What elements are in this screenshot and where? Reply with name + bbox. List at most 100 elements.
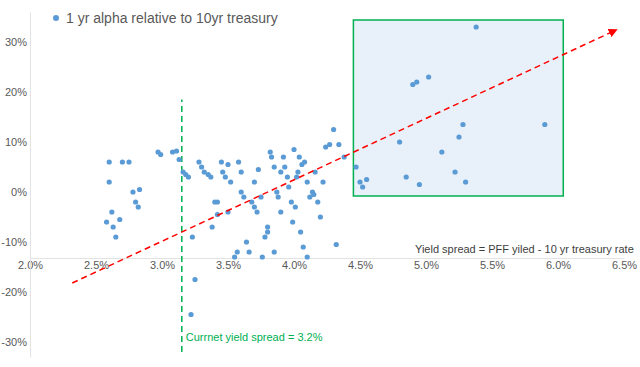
- point: [244, 239, 249, 244]
- y-tick-label: 30%: [5, 36, 27, 48]
- point: [247, 249, 252, 254]
- x-tick: 2.5%: [84, 258, 109, 271]
- point: [268, 149, 273, 154]
- point: [320, 179, 325, 184]
- point: [282, 164, 287, 169]
- x-tick: 4.5%: [348, 258, 373, 271]
- point: [269, 154, 274, 159]
- y-tick-label: 10%: [5, 136, 27, 148]
- x-axis-line: [31, 258, 625, 259]
- x-tick-label: 5.5%: [480, 259, 505, 271]
- y-tick-label: 20%: [5, 86, 27, 98]
- point: [199, 164, 204, 169]
- y-tick-label: -20%: [1, 286, 27, 298]
- series: [104, 24, 547, 317]
- point: [327, 142, 332, 147]
- point: [126, 159, 131, 164]
- x-tick: 5.0%: [414, 258, 439, 271]
- y-tick-label: 0%: [11, 186, 27, 198]
- point: [289, 199, 294, 204]
- y-axis: -30% -20% -10% 0% 10% 20% 30%: [1, 13, 30, 358]
- point: [265, 224, 270, 229]
- point: [256, 167, 261, 172]
- point: [353, 164, 358, 169]
- point: [274, 189, 279, 194]
- point: [276, 194, 281, 199]
- point: [113, 234, 118, 239]
- current-spread-label: Currnet yield spread = 3.2%: [186, 331, 323, 343]
- point: [460, 122, 465, 127]
- annotation: Yield spread = PFF yiled - 10 yr treasur…: [415, 243, 634, 255]
- point: [104, 219, 109, 224]
- point: [298, 229, 303, 234]
- point: [177, 157, 182, 162]
- x-tick-label: 3.5%: [216, 259, 241, 271]
- point: [439, 149, 444, 154]
- point: [404, 174, 409, 179]
- point: [281, 154, 286, 159]
- y-axis-line: [30, 13, 31, 358]
- point: [311, 192, 316, 197]
- point: [278, 169, 283, 174]
- point: [360, 184, 365, 189]
- point: [286, 184, 291, 189]
- point: [235, 249, 240, 254]
- point: [315, 199, 320, 204]
- point: [305, 179, 310, 184]
- point: [272, 249, 277, 254]
- point: [265, 229, 270, 234]
- point: [223, 174, 228, 179]
- point: [196, 159, 201, 164]
- point: [260, 254, 265, 259]
- point: [249, 199, 254, 204]
- point: [188, 312, 193, 317]
- point: [397, 139, 402, 144]
- point: [474, 24, 479, 29]
- point: [417, 182, 422, 187]
- point: [302, 159, 307, 164]
- point: [336, 142, 341, 147]
- point: [313, 169, 318, 174]
- point: [192, 277, 197, 282]
- y-tick-label: -10%: [1, 236, 27, 248]
- point: [183, 172, 188, 177]
- point: [158, 152, 163, 157]
- point: [331, 127, 336, 132]
- plot-area: [72, 20, 616, 352]
- point: [174, 148, 179, 153]
- x-tick: 6.0%: [546, 258, 571, 271]
- point: [252, 204, 257, 209]
- point: [241, 194, 246, 199]
- point: [208, 174, 213, 179]
- point: [107, 179, 112, 184]
- point: [252, 179, 257, 184]
- point: [272, 164, 277, 169]
- point: [120, 159, 125, 164]
- point: [463, 179, 468, 184]
- x-tick: 5.5%: [480, 258, 505, 271]
- highlight-box: [353, 20, 563, 196]
- chart: 2.0%2.5%3.0%3.5%4.0%4.5%5.0%5.5%6.0%6.5%…: [0, 0, 640, 367]
- y-tick: 20%: [5, 86, 30, 98]
- point: [305, 254, 310, 259]
- point: [210, 224, 215, 229]
- point: [262, 234, 267, 239]
- point: [357, 179, 362, 184]
- point: [239, 169, 244, 174]
- point: [190, 234, 195, 239]
- point: [136, 204, 141, 209]
- point: [258, 194, 263, 199]
- x-tick-label: 5.0%: [414, 259, 439, 271]
- point: [364, 177, 369, 182]
- y-tick-label: -30%: [1, 336, 27, 348]
- x-tick-label: 6.5%: [612, 259, 637, 271]
- x-tick-label: 3.0%: [150, 259, 175, 271]
- point: [291, 147, 296, 152]
- point: [290, 219, 295, 224]
- current-spread-line: [181, 100, 183, 353]
- point: [133, 199, 138, 204]
- point: [225, 162, 230, 167]
- legend-label: 1 yr alpha relative to 10yr treasury: [66, 10, 278, 26]
- legend-marker: [53, 15, 59, 21]
- y-tick: 10%: [5, 136, 30, 148]
